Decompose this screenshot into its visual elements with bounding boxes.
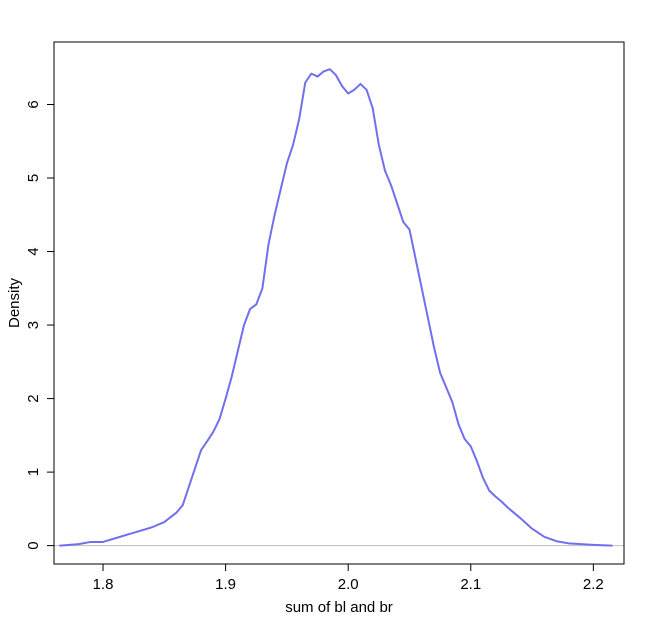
y-tick-label: 0 bbox=[25, 541, 42, 549]
y-tick-label: 4 bbox=[25, 247, 42, 255]
x-axis: 1.8 1.9 2.0 2.1 2.2 bbox=[93, 563, 604, 593]
y-axis-label: Density bbox=[6, 277, 23, 328]
y-tick-label: 6 bbox=[25, 100, 42, 108]
x-axis-label: sum of bl and br bbox=[285, 599, 393, 616]
density-curve bbox=[59, 68, 613, 547]
y-tick-label: 5 bbox=[25, 174, 42, 182]
x-tick-label: 2.2 bbox=[583, 576, 604, 593]
x-tick-label: 2.1 bbox=[460, 576, 481, 593]
y-tick-label: 3 bbox=[25, 321, 42, 329]
y-axis: 0 1 2 3 4 5 6 bbox=[25, 100, 55, 550]
y-tick-label: 2 bbox=[25, 394, 42, 402]
y-tick-label: 1 bbox=[25, 468, 42, 476]
x-tick-label: 1.8 bbox=[93, 576, 114, 593]
x-tick-label: 1.9 bbox=[215, 576, 236, 593]
x-tick-label: 2.0 bbox=[338, 576, 359, 593]
